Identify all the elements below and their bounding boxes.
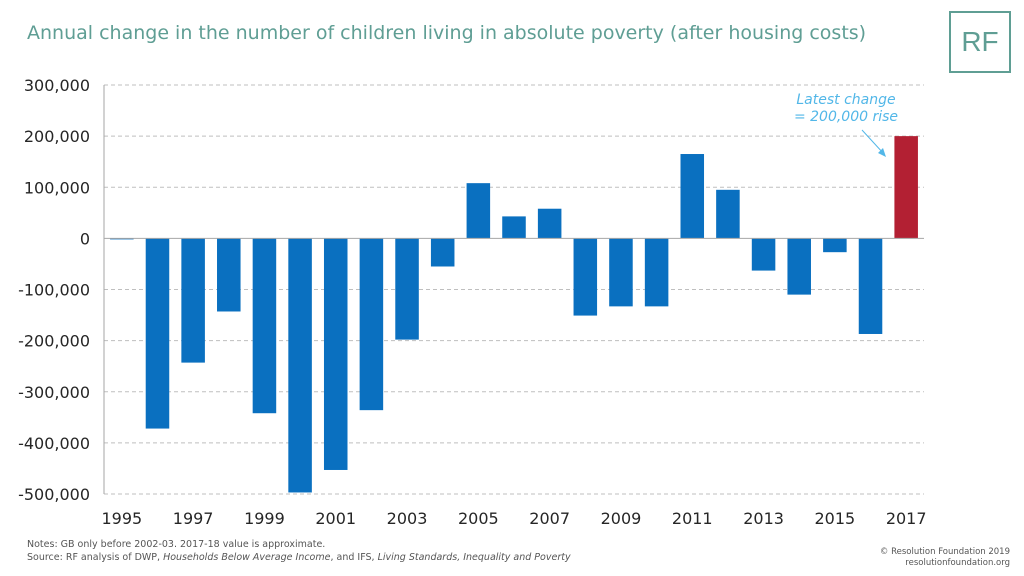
bar-1999 (252, 238, 277, 414)
bar-1997 (181, 238, 205, 363)
bar-2004 (430, 238, 455, 267)
y-axis-tick-labels: 300,000 200,000 100,000 0 -100,000 -200,000 -3… (18, 76, 90, 504)
bar-2000 (288, 238, 312, 493)
gridlines (104, 84, 924, 495)
copyright-line: © Resolution Foundation 2019 (879, 547, 1010, 557)
axes (103, 85, 924, 494)
annotation-line-2: = 200,000 rise (794, 109, 898, 125)
y-tick-label: -400,000 (18, 434, 90, 453)
x-axis-tick-labels: 1995 1997 1999 2001 2003 2005 2007 2009 2011 2013… (101, 509, 926, 528)
annotation-arrowhead (878, 148, 886, 157)
y-tick-label: -100,000 (18, 281, 90, 300)
bars (110, 136, 918, 493)
bar-2013 (751, 238, 776, 271)
bar-1998 (217, 238, 241, 312)
x-tick-label: 2009 (601, 509, 642, 528)
bar-2017 (894, 136, 918, 239)
source-prefix: Source: RF analysis of DWP, (27, 552, 164, 563)
bar-2011 (680, 154, 705, 239)
x-tick-label: 2015 (815, 509, 856, 528)
x-tick-label: 2005 (458, 509, 499, 528)
y-tick-label: -300,000 (18, 383, 90, 402)
bar-2005 (466, 183, 491, 239)
x-tick-label: 1999 (244, 509, 285, 528)
x-tick-label: 2003 (387, 509, 428, 528)
x-tick-label: 1997 (173, 509, 214, 528)
bar-2006 (502, 216, 526, 239)
logo-text: RF (961, 26, 999, 57)
bar-1996 (145, 238, 170, 429)
annotation-arrow (861, 129, 885, 155)
x-tick-label: 2017 (886, 509, 927, 528)
bar-2010 (644, 238, 669, 307)
y-tick-label: -500,000 (18, 485, 90, 504)
bar-2002 (359, 238, 384, 411)
bar-2001 (323, 238, 348, 470)
x-tick-label: 2011 (672, 509, 713, 528)
y-tick-label: 100,000 (24, 178, 90, 197)
x-tick-label: 2007 (529, 509, 570, 528)
annotation-line-1: Latest change (796, 92, 895, 108)
chart-title: Annual change in the number of children … (27, 22, 867, 44)
x-tick-label: 2013 (743, 509, 784, 528)
x-tick-label: 2001 (315, 509, 356, 528)
chart-notes: Notes: GB only before 2002-03. 2017-18 v… (27, 538, 571, 564)
bar-2015 (823, 238, 847, 253)
bar-2014 (787, 238, 811, 295)
y-tick-label: 200,000 (24, 127, 90, 146)
website-line: resolutionfoundation.org (905, 558, 1010, 568)
y-tick-label: 0 (80, 229, 90, 248)
bar-2012 (716, 189, 740, 239)
source-title-hbai: Households Below Average Income (163, 552, 331, 563)
rf-logo: RF (949, 11, 1011, 73)
source-mid: , and IFS, (330, 552, 378, 563)
bar-2016 (858, 238, 883, 334)
bar-2007 (537, 208, 562, 239)
source-title-ifs: Living Standards, Inequality and Poverty (377, 552, 571, 563)
x-tick-label: 1995 (101, 509, 142, 528)
bar-1995 (110, 238, 134, 240)
bar-2003 (395, 238, 419, 340)
bar-2009 (609, 238, 633, 307)
y-tick-label: -200,000 (18, 332, 90, 351)
latest-change-annotation: Latest change = 200,000 rise (794, 92, 898, 157)
bar-2008 (573, 238, 598, 316)
copyright: © Resolution Foundation 2019 resolutionf… (880, 547, 1010, 569)
source-line: Source: RF analysis of DWP, Households B… (27, 551, 571, 564)
y-tick-label: 300,000 (24, 76, 90, 95)
notes-line: Notes: GB only before 2002-03. 2017-18 v… (27, 539, 326, 550)
